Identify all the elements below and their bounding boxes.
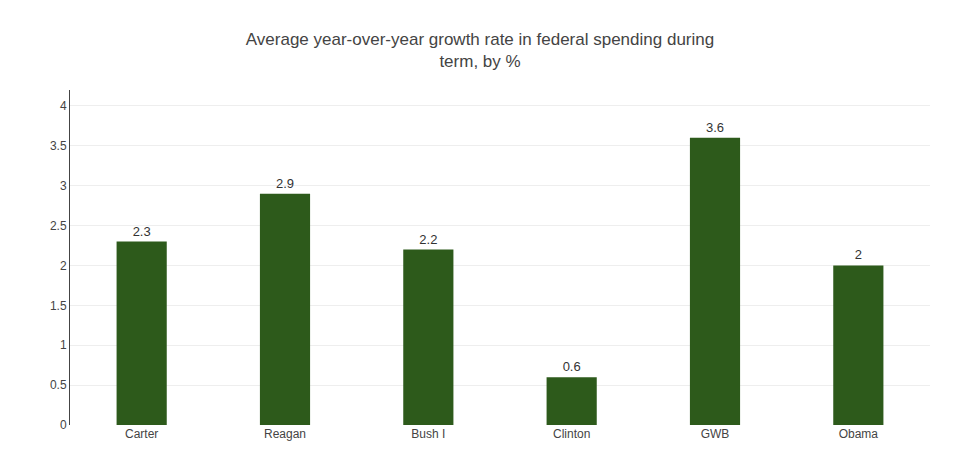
svg-text:1: 1 xyxy=(60,338,67,352)
svg-text:2.3: 2.3 xyxy=(133,224,151,239)
svg-text:Obama: Obama xyxy=(839,427,879,441)
svg-text:1.5: 1.5 xyxy=(50,299,67,313)
svg-text:2: 2 xyxy=(855,247,862,262)
svg-text:2.5: 2.5 xyxy=(50,219,67,233)
svg-text:3.6: 3.6 xyxy=(706,120,724,135)
svg-text:0: 0 xyxy=(60,418,67,432)
svg-text:Clinton: Clinton xyxy=(553,427,590,441)
svg-text:4: 4 xyxy=(60,99,67,113)
svg-text:2.2: 2.2 xyxy=(419,232,437,247)
svg-text:2.9: 2.9 xyxy=(276,176,294,191)
svg-text:3.5: 3.5 xyxy=(50,139,67,153)
svg-text:0.5: 0.5 xyxy=(50,378,67,392)
svg-text:Reagan: Reagan xyxy=(264,427,306,441)
svg-text:Carter: Carter xyxy=(125,427,158,441)
svg-text:2: 2 xyxy=(60,259,67,273)
svg-text:3: 3 xyxy=(60,179,67,193)
svg-text:Bush I: Bush I xyxy=(411,427,445,441)
svg-text:GWB: GWB xyxy=(701,427,730,441)
svg-text:0.6: 0.6 xyxy=(563,359,581,374)
svg-text:Average year-over-year growth: Average year-over-year growth rate in fe… xyxy=(246,30,714,71)
